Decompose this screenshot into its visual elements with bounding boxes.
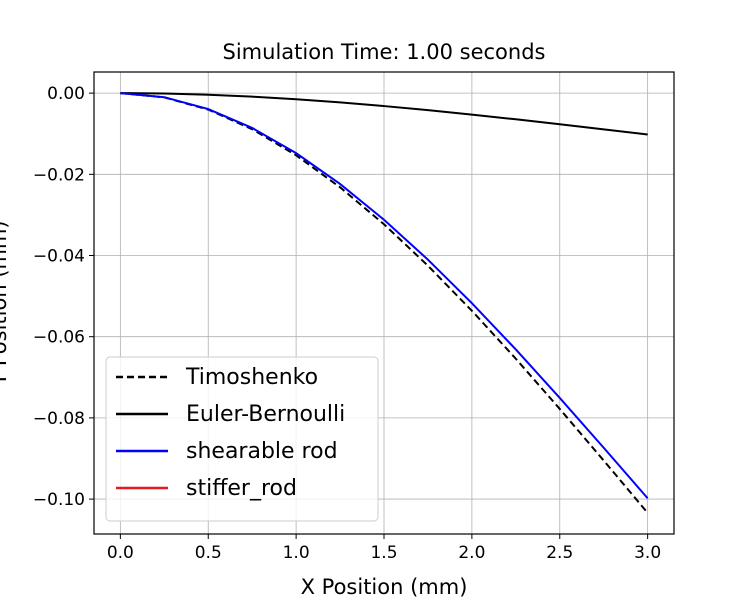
chart-title: Simulation Time: 1.00 seconds (223, 40, 546, 64)
x-tick-label: 1.5 (370, 543, 397, 563)
x-tick-label: 2.5 (546, 543, 573, 563)
y-tick-label: −0.04 (33, 247, 85, 267)
x-axis-label: X Position (mm) (301, 575, 468, 599)
y-tick-label: 0.00 (47, 84, 85, 104)
plot-frame (93, 71, 675, 535)
x-tick-label: 0.0 (107, 543, 134, 563)
legend: Timoshenko Euler-Bernoulli shearable rod st… (105, 356, 379, 522)
x-tick-label: 1.0 (283, 543, 310, 563)
y-tick-label: −0.02 (33, 165, 85, 185)
legend-label: Timoshenko (185, 365, 318, 390)
y-tick-label: −0.08 (33, 409, 85, 429)
y-tick-label: −0.10 (33, 490, 85, 510)
legend-label: shearable rod (186, 439, 338, 464)
series-line (120, 92, 649, 499)
legend-box (105, 356, 379, 522)
legend-label: Euler-Bernoulli (186, 402, 345, 427)
x-tick-label: 0.5 (195, 543, 222, 563)
y-axis-label: Y Position (mm) (0, 220, 11, 386)
x-tick-label: 3.0 (634, 543, 661, 563)
series-line (120, 92, 648, 136)
y-tick-label: −0.06 (33, 328, 85, 348)
x-tick-label: 2.0 (458, 543, 485, 563)
legend-label: stiffer_rod (186, 476, 297, 501)
